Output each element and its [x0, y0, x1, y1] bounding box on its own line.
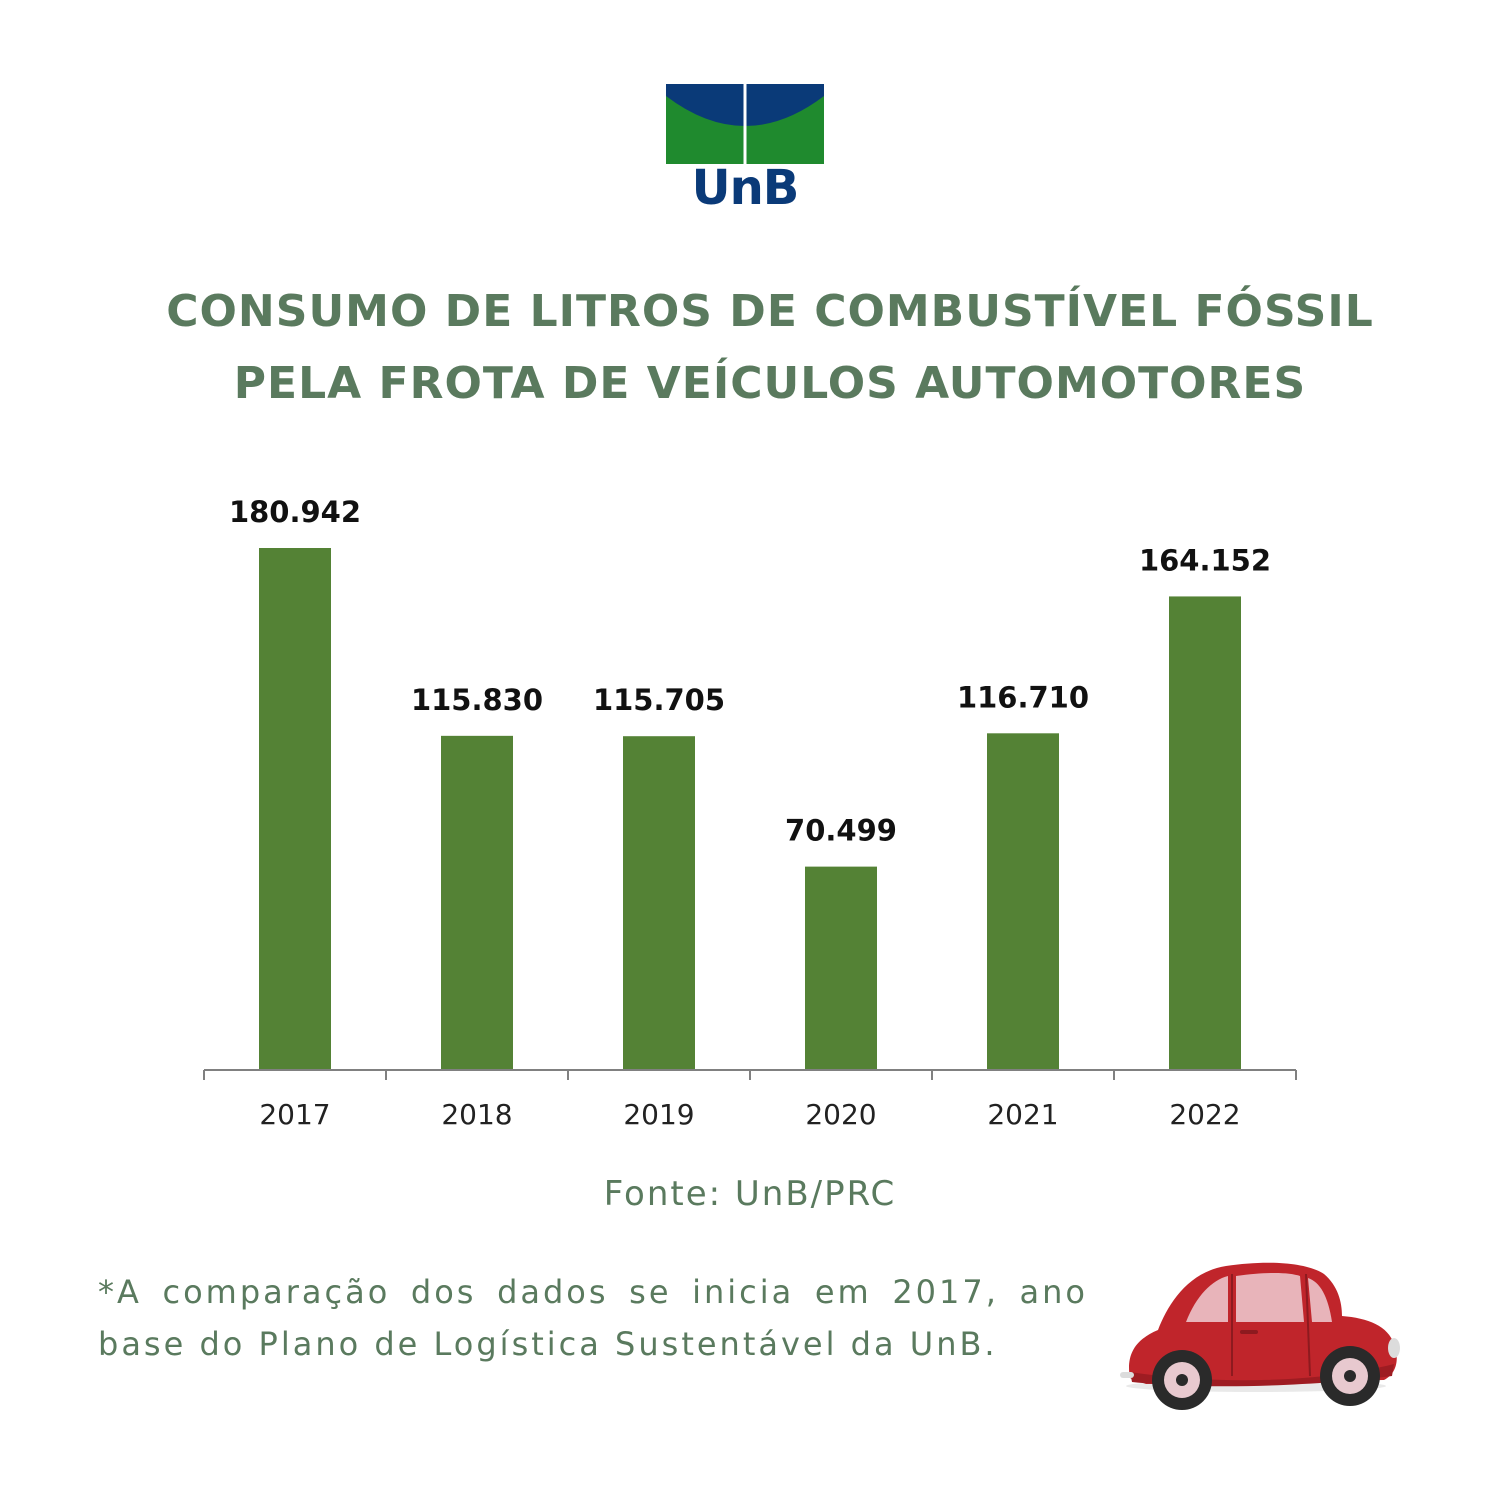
- tick-label-2020: 2020: [805, 1098, 876, 1131]
- page-title-line-2: PELA FROTA DE VEÍCULOS AUTOMOTORES: [233, 358, 1307, 409]
- tick-label-2021: 2021: [987, 1098, 1058, 1131]
- page-title-line-1: CONSUMO DE LITROS DE COMBUSTÍVEL FÓSSIL: [166, 286, 1374, 337]
- value-label-2022: 164.152: [1139, 543, 1271, 577]
- bar-2022: [1169, 596, 1241, 1070]
- value-label-2020: 70.499: [785, 814, 897, 848]
- tick-label-2017: 2017: [259, 1098, 330, 1131]
- tick-labels: 2017 2018 2019 2020 2021 2022: [259, 1098, 1240, 1131]
- bar-2021: [987, 733, 1059, 1070]
- unb-logo-emblem: [666, 84, 824, 164]
- bar-2017: [259, 548, 331, 1070]
- footnote-text: *A comparação dos dados se inicia em 201…: [98, 1273, 1088, 1363]
- value-label-2018: 115.830: [411, 683, 543, 717]
- value-label-2019: 115.705: [593, 683, 725, 717]
- bar-chart: 180.942 115.830 115.705 70.499 116.710 164.15…: [203, 495, 1297, 1131]
- value-labels: 180.942 115.830 115.705 70.499 116.710 164.15…: [229, 495, 1271, 848]
- logo-text: UnB: [691, 160, 800, 216]
- bar-2020: [805, 866, 877, 1070]
- unb-logo: UnB: [664, 84, 826, 214]
- bar-2019: [623, 736, 695, 1070]
- tick-label-2022: 2022: [1169, 1098, 1240, 1131]
- value-label-2017: 180.942: [229, 495, 361, 529]
- bar-2018: [441, 735, 513, 1070]
- tick-label-2018: 2018: [441, 1098, 512, 1131]
- bars-group: [259, 548, 1241, 1070]
- value-label-2021: 116.710: [957, 680, 1089, 714]
- x-axis: [203, 1069, 1297, 1080]
- source-text: Fonte: UnB/PRC: [603, 1174, 897, 1214]
- tick-label-2019: 2019: [623, 1098, 694, 1131]
- car-icon: [1120, 1262, 1400, 1410]
